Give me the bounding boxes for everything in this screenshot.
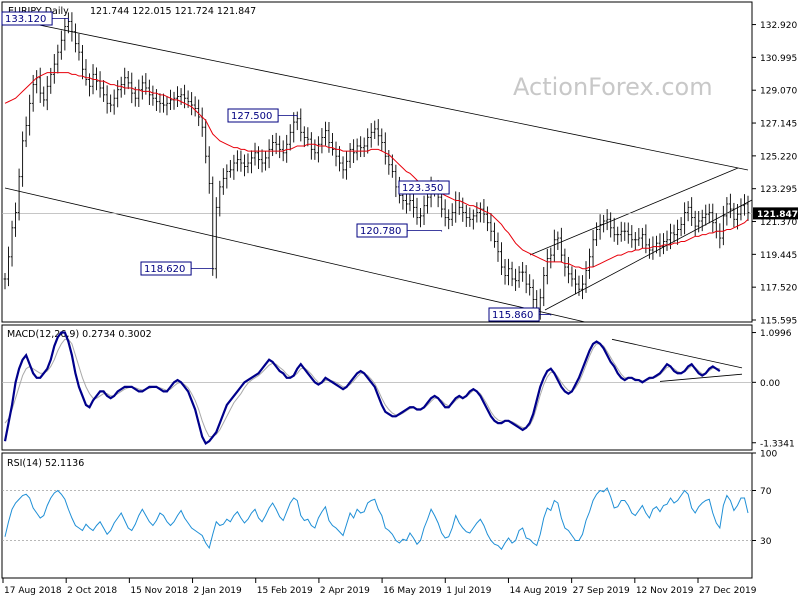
- price-y-tick-label: 132.920: [760, 21, 797, 31]
- price-moving-average-line: [4, 72, 749, 270]
- macd-title: MACD(12,26,9) 0.2734 0.3002: [7, 329, 152, 340]
- rsi-title: RSI(14) 52.1136: [7, 458, 84, 469]
- x-axis-tick-label: 2 Jan 2019: [194, 586, 242, 596]
- price-y-tick-label: 123.295: [760, 185, 797, 195]
- macd-panel-frame: [1, 324, 753, 451]
- x-axis-tick-label: 12 Nov 2019: [636, 586, 694, 596]
- macd-line: [3, 331, 721, 446]
- x-axis-tick-label: 16 May 2019: [383, 586, 442, 596]
- x-axis-tick-label: 27 Dec 2019: [699, 586, 757, 596]
- price-trendline: [4, 17, 749, 171]
- price-y-tick-label: 129.070: [760, 87, 797, 97]
- x-axis-tick-label: 2 Apr 2019: [320, 586, 370, 596]
- x-axis-tick-label: 27 Sep 2019: [573, 586, 630, 596]
- chart-ohlc-readout: 121.744 122.015 121.724 121.847: [90, 6, 256, 17]
- macd-y-tick-label: 0.00: [760, 379, 780, 389]
- level-callout-box: [227, 108, 279, 123]
- level-callout-label: 123.350: [402, 183, 443, 194]
- level-callout-box: [488, 307, 540, 322]
- level-callout-box: [398, 180, 450, 195]
- watermark: ActionForex.com: [513, 73, 713, 101]
- price-y-tick-label: 130.995: [760, 54, 797, 64]
- x-axis-tick-label: 2 Oct 2018: [67, 586, 117, 596]
- macd-trendline: [659, 373, 743, 382]
- price-trendline: [529, 167, 739, 256]
- level-callout-label: 133.120: [5, 14, 46, 25]
- rsi-y-tick-label: 30: [760, 537, 772, 547]
- level-callout-box: [140, 261, 192, 276]
- rsi-panel-frame: [1, 452, 753, 579]
- price-y-tick-label: 119.445: [760, 251, 797, 261]
- price-y-tick-label: 125.220: [760, 152, 797, 162]
- macd-trendline: [611, 338, 743, 369]
- price-panel-frame: [1, 1, 753, 323]
- x-axis-tick-label: 1 Jul 2019: [446, 586, 491, 596]
- x-axis-tick-label: 17 Aug 2018: [4, 586, 62, 596]
- rsi-y-tick-label: 70: [760, 487, 772, 497]
- price-y-tick-label: 127.145: [760, 120, 797, 130]
- level-callout-label: 118.620: [144, 264, 185, 275]
- x-axis-tick-label: 15 Feb 2019: [257, 586, 313, 596]
- level-callout-label: 115.860: [492, 310, 533, 321]
- level-callout-box: [356, 223, 408, 238]
- current-price-box: [753, 207, 798, 220]
- price-y-tick-label: 115.595: [760, 317, 797, 327]
- price-y-tick-label: 117.520: [760, 284, 797, 294]
- current-price-label: 121.847: [757, 210, 798, 220]
- price-y-tick-label: 121.370: [760, 218, 797, 228]
- level-callout-label: 120.780: [360, 226, 401, 237]
- level-callout-label: 127.500: [231, 111, 272, 122]
- rsi-line: [4, 487, 749, 551]
- rsi-y-tick-label: 100: [760, 450, 777, 460]
- price-trendline: [544, 199, 753, 311]
- level-callout-box: [1, 11, 53, 26]
- x-axis-tick-label: 15 Nov 2018: [130, 586, 188, 596]
- x-axis-tick-label: 14 Aug 2019: [509, 586, 567, 596]
- macd-y-tick-label: 1.0996: [760, 329, 792, 339]
- macd-y-tick-label: -1.3341: [760, 439, 795, 449]
- price-trendline: [4, 187, 586, 323]
